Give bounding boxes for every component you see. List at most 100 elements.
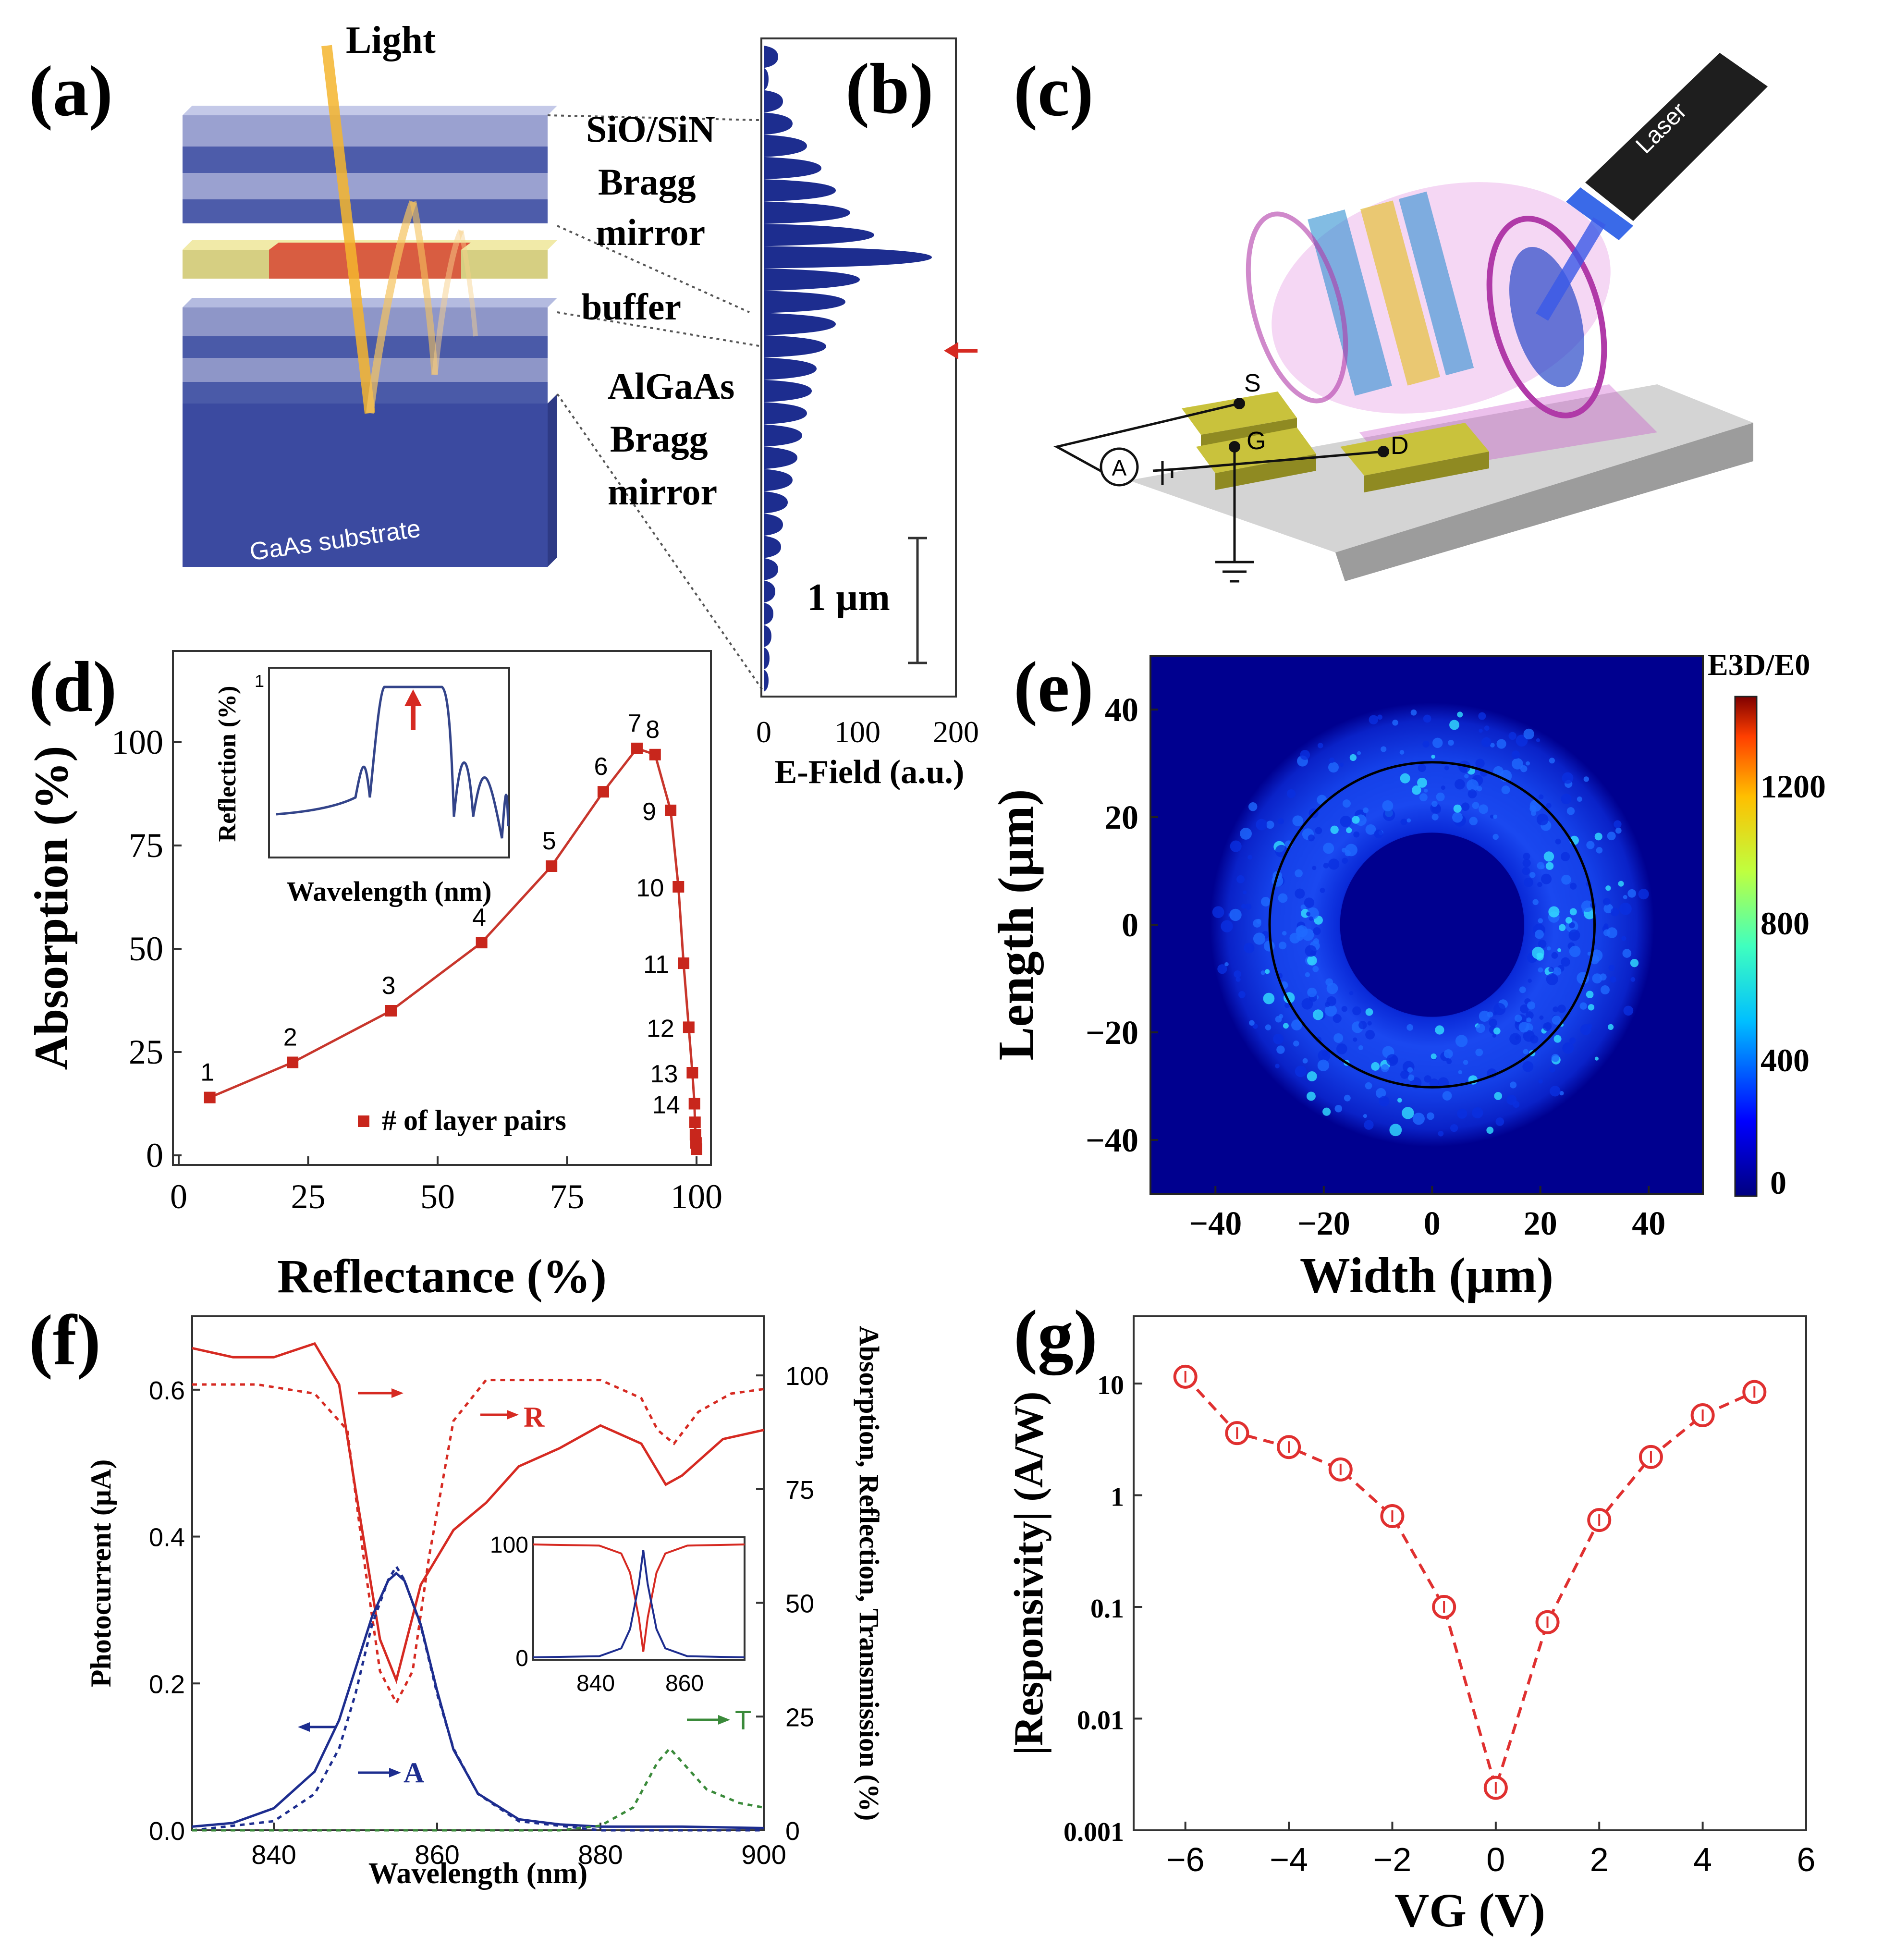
d-point	[546, 860, 558, 872]
e-speckle	[1528, 979, 1532, 983]
e-speckle	[1495, 1117, 1504, 1126]
e-speckle	[1304, 897, 1315, 908]
layer-label-bragg-1: Bragg	[598, 161, 696, 203]
e-speckle	[1548, 906, 1560, 918]
e-speckle	[1312, 1009, 1324, 1020]
e-speckle	[1453, 804, 1462, 813]
e-speckle	[1463, 1060, 1468, 1065]
e-speckle	[1377, 714, 1382, 720]
e-speckle	[1529, 799, 1542, 812]
d-inset-ylabel: Reflection (%)	[214, 686, 241, 842]
f-ytick-label: 0.4	[149, 1523, 185, 1552]
e-speckle	[1305, 945, 1317, 957]
e-speckle	[1547, 946, 1551, 951]
e-speckle	[1278, 893, 1288, 903]
d-xtick-label: 0	[170, 1177, 187, 1216]
e-speckle	[1313, 938, 1320, 944]
d-point	[287, 1056, 299, 1068]
e-speckle	[1551, 1054, 1560, 1062]
e-speckle	[1381, 746, 1387, 752]
e-speckle	[1357, 751, 1361, 755]
f-xtick-label: 860	[415, 1839, 459, 1870]
d-point-label: 2	[283, 1024, 297, 1052]
d-point	[689, 1116, 701, 1128]
layer-label-buffer: buffer	[581, 286, 681, 328]
e-speckle	[1318, 743, 1323, 748]
e-speckle	[1342, 799, 1351, 808]
e-speckle	[1333, 1033, 1344, 1043]
d-xtick-label: 25	[291, 1177, 326, 1216]
e-speckle	[1562, 1042, 1574, 1054]
e-speckle	[1540, 864, 1545, 870]
e-speckle	[1569, 1037, 1576, 1044]
e-speckle	[1555, 838, 1561, 845]
e-speckle	[1284, 1003, 1290, 1008]
e-speckle	[1358, 1021, 1367, 1029]
panel-c: (c) Laser	[1014, 51, 1768, 583]
e-speckle	[1382, 800, 1394, 811]
e-speckle	[1431, 754, 1435, 759]
e-speckle	[1400, 1070, 1409, 1079]
e-speckle	[1312, 966, 1319, 972]
e-speckle	[1444, 765, 1449, 771]
e-speckle	[1607, 832, 1616, 841]
e-speckle	[1240, 828, 1252, 840]
e-speckle	[1559, 924, 1566, 931]
g-xtick-label: 4	[1693, 1841, 1712, 1878]
e-speckle	[1244, 943, 1255, 954]
e-speckle	[1436, 792, 1445, 801]
e-speckle	[1435, 1025, 1444, 1035]
e-speckle	[1537, 882, 1542, 887]
e-speckle	[1594, 833, 1602, 841]
e-speckle	[1400, 819, 1407, 826]
e-ring-hole	[1340, 833, 1524, 1017]
panel-a: (a) Light GaAs substrate	[29, 19, 765, 693]
e-speckle	[1484, 725, 1490, 731]
e-speckle	[1300, 904, 1307, 910]
e-speckle	[1461, 802, 1470, 811]
f-frame	[191, 1315, 765, 1831]
e-speckle	[1383, 808, 1395, 821]
d-point	[649, 748, 661, 760]
e-speckle	[1406, 1024, 1414, 1031]
e-speckle	[1312, 866, 1317, 870]
e-speckle	[1346, 827, 1352, 833]
e-speckle	[1412, 1113, 1425, 1125]
e-speckle	[1553, 1035, 1562, 1043]
e-speckle	[1569, 882, 1577, 890]
e-speckle	[1446, 1059, 1452, 1065]
e-speckle	[1438, 1130, 1444, 1137]
e-cbar-tick-400: 400	[1761, 1042, 1810, 1078]
e-speckle	[1501, 785, 1510, 795]
e-speckle	[1400, 773, 1410, 784]
e-speckle	[1365, 824, 1376, 835]
e-xtick-label: 20	[1524, 1205, 1557, 1242]
e-speckle	[1334, 1104, 1343, 1113]
e-speckle	[1263, 992, 1275, 1004]
terminal-d: D	[1391, 432, 1409, 460]
e-speckle	[1282, 931, 1287, 936]
f-ytick-right-label: 75	[785, 1476, 814, 1505]
e-speckle	[1542, 1022, 1552, 1031]
e-speckle	[1277, 818, 1284, 825]
e-speckle	[1295, 888, 1305, 899]
laser	[1536, 53, 1768, 321]
e-speckle	[1610, 976, 1616, 983]
e-speckle	[1352, 816, 1360, 824]
d-point	[678, 957, 690, 969]
e-speckle	[1594, 1056, 1599, 1061]
panel-a-label: (a)	[29, 51, 113, 131]
e-speckle	[1443, 1049, 1453, 1059]
e-speckle	[1260, 970, 1266, 975]
e-speckle	[1344, 1094, 1351, 1102]
e-speckle	[1469, 817, 1478, 825]
e-speckle	[1252, 1023, 1258, 1029]
d-point	[476, 937, 488, 949]
e-speckle	[1235, 977, 1241, 982]
d-point-label: 14	[652, 1091, 680, 1119]
d-inset-red-arrowhead	[404, 689, 422, 706]
e-speckle	[1522, 1061, 1534, 1072]
d-point-label: 1	[200, 1059, 214, 1087]
